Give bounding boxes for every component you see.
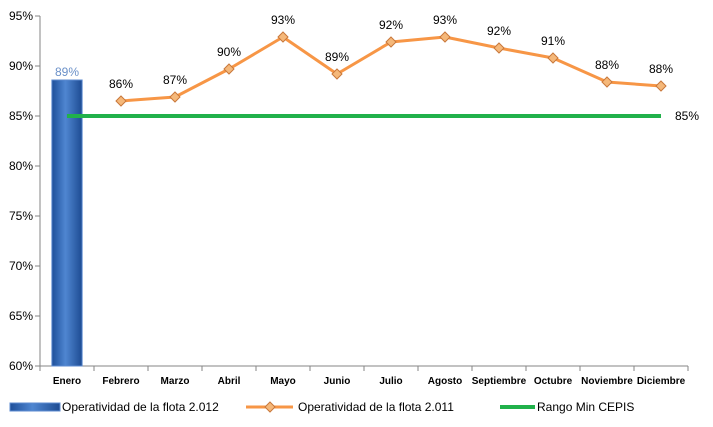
bar-data-label: 89% — [55, 65, 79, 79]
legend-label: Rango Min CEPIS — [537, 400, 634, 414]
point-data-label: 88% — [595, 58, 619, 72]
legend-label: Operatividad de la flota 2.012 — [62, 400, 219, 414]
point-noviembre — [601, 76, 613, 88]
y-tick-label: 70% — [9, 259, 33, 273]
point-mayo — [277, 31, 289, 43]
x-tick-label: Septiembre — [472, 376, 527, 387]
y-tick-label: 90% — [9, 59, 33, 73]
x-tick-label: Julio — [379, 376, 402, 387]
point-junio — [331, 68, 343, 80]
point-diciembre — [655, 80, 667, 92]
y-tick-label: 65% — [9, 309, 33, 323]
legend: Operatividad de la flota 2.012 Operativid… — [9, 400, 634, 414]
point-julio — [385, 36, 397, 48]
bar-enero — [51, 79, 83, 367]
point-data-label: 90% — [217, 45, 241, 59]
x-tick-label: Agosto — [428, 376, 462, 387]
y-tick-label: 85% — [9, 109, 33, 123]
x-tick-label: Mayo — [270, 376, 296, 387]
point-agosto — [439, 31, 451, 43]
point-data-label: 92% — [379, 18, 403, 32]
x-tick-label: Marzo — [161, 376, 190, 387]
x-tick-label: Octubre — [534, 376, 573, 387]
bars-layer — [51, 79, 83, 367]
x-tick-label: Febrero — [102, 376, 139, 387]
y-tick-label: 60% — [9, 359, 33, 373]
point-abril — [223, 63, 235, 75]
legend-marker-2011 — [264, 401, 276, 413]
point-febrero — [115, 95, 127, 107]
point-septiembre — [493, 42, 505, 54]
point-data-label: 88% — [649, 62, 673, 76]
y-tick-label: 75% — [9, 209, 33, 223]
point-marzo — [169, 91, 181, 103]
y-tick-label: 95% — [9, 9, 33, 23]
x-tick-label: Diciembre — [637, 376, 686, 387]
point-octubre — [547, 52, 559, 64]
legend-label: Operatividad de la flota 2.011 — [298, 400, 454, 414]
point-data-label: 93% — [433, 13, 457, 27]
x-tick-label: Abril — [218, 376, 241, 387]
lines-layer — [67, 31, 667, 118]
point-data-label: 87% — [163, 73, 187, 87]
labels-layer: 89% 86% 87% 90% 93% 89% 92% 93% 92% 91% 88% 88% 85% — [55, 13, 699, 123]
point-data-label: 93% — [271, 13, 295, 27]
x-tick-label: Noviembre — [581, 376, 633, 387]
point-data-label: 89% — [325, 50, 349, 64]
x-tick-label: Junio — [324, 376, 351, 387]
point-data-label: 91% — [541, 34, 565, 48]
x-tick-label: Enero — [53, 376, 81, 387]
y-tick-label: 80% — [9, 159, 33, 173]
legend-swatch-2012 — [9, 402, 61, 412]
point-data-label: 86% — [109, 77, 133, 91]
axes-layer: 60% 65% 70% 75% 80% 85% 90% 95% Enero Febrero Marz… — [9, 9, 689, 387]
point-data-label: 92% — [487, 24, 511, 38]
rango-min-label: 85% — [675, 109, 699, 123]
